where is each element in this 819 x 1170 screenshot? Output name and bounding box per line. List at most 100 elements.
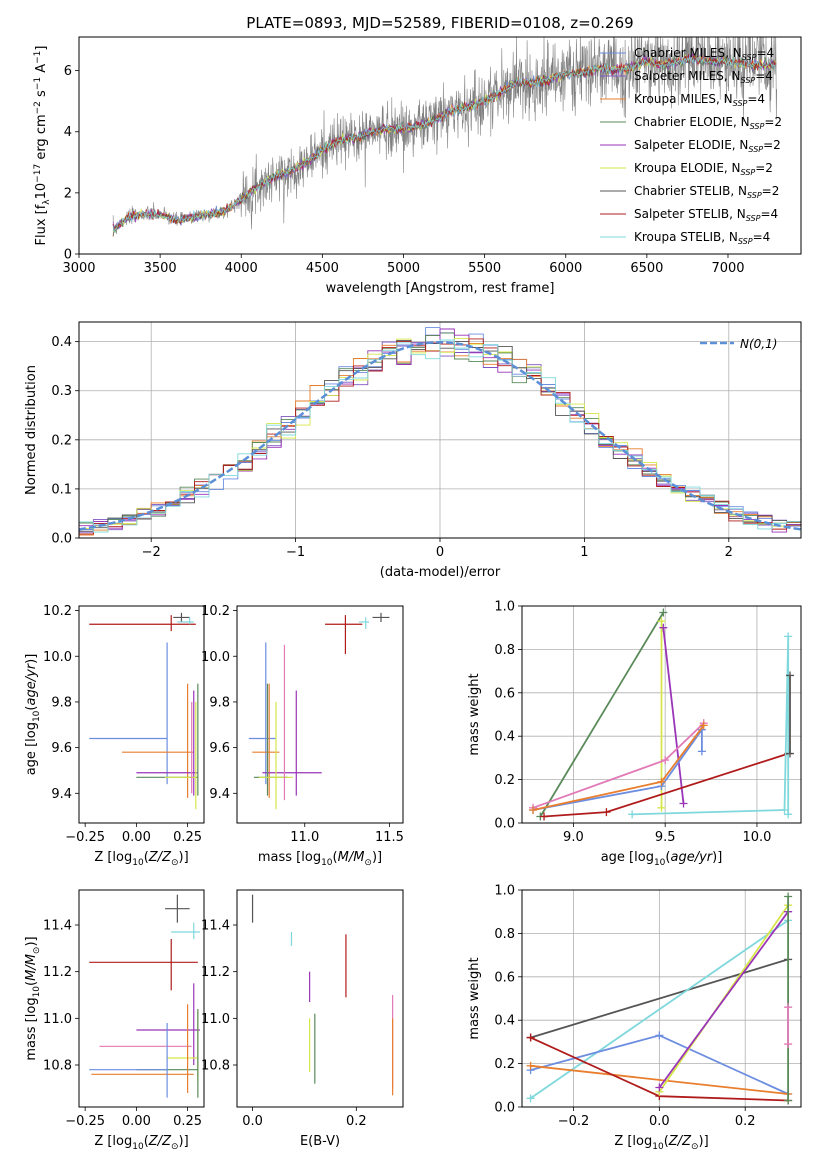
x-tick-label: 0.25 <box>173 830 202 845</box>
weight-line <box>543 752 789 818</box>
legend-label: Kroupa MILES, NSSP=4 <box>634 92 765 108</box>
axes-frame <box>78 36 802 255</box>
y-tick-label: 0.4 <box>494 730 515 745</box>
y-tick-label: 9.8 <box>51 695 72 710</box>
weight-line <box>632 636 790 816</box>
legend-label: Kroupa STELIB, NSSP=4 <box>634 230 770 246</box>
y-tick-label: 6 <box>64 64 72 79</box>
weight-marker <box>785 749 794 758</box>
x-axis-label: Z [log10(Z/Z⊙)] <box>94 1134 188 1152</box>
weight-line <box>530 919 789 1100</box>
x-tick-label: 10.0 <box>742 830 771 845</box>
x-tick-label: 5500 <box>468 261 501 276</box>
y-tick-label: 9.6 <box>51 741 72 756</box>
weight-marker <box>602 808 611 817</box>
y-tick-label: 0.2 <box>494 1057 515 1072</box>
x-axis-label: (data-model)/error <box>380 565 501 580</box>
x-tick-label: 0.2 <box>346 1114 367 1129</box>
axes-frame <box>78 321 802 539</box>
y-tick-label: 1.0 <box>494 600 515 615</box>
weight-marker <box>659 623 668 632</box>
y-tick-label: 10.8 <box>43 1059 72 1074</box>
x-axis-label: Z [log10(Z/Z⊙)] <box>94 850 188 868</box>
x-tick-label: 0.2 <box>735 1114 756 1129</box>
y-tick-label: 11.0 <box>201 1012 230 1027</box>
panel-spectrum: 3000 3500 4000 4500 5000 5500 6000 6500 7000 0 2 4 6… <box>33 36 802 296</box>
panel-weight_vs_Z: −0.2 0.0 0.2 0.0 0.2 0.4 0.6 0.8 1.0 Z [log10(Z/Z… <box>467 884 802 1152</box>
y-tick-label: 0.6 <box>494 970 515 985</box>
x-tick-label: −1 <box>286 545 305 560</box>
weight-line <box>539 612 665 817</box>
weight-marker <box>661 756 670 765</box>
legend-label: Chabrier ELODIE, NSSP=2 <box>634 115 782 131</box>
axes-frame <box>521 605 802 824</box>
axes-frame <box>521 889 802 1108</box>
weight-line <box>658 911 789 1089</box>
legend-label: Kroupa ELODIE, NSSP=2 <box>634 161 773 177</box>
x-tick-label: 6000 <box>549 261 582 276</box>
normal-legend-label: N(0,1) <box>740 337 777 351</box>
axes-frame <box>236 889 404 1108</box>
chart-title: PLATE=0893, MJD=52589, FIBERID=0108, z=0… <box>246 14 633 32</box>
y-tick-label: 9.4 <box>209 787 230 802</box>
residual-histogram <box>79 339 801 538</box>
y-tick-label: 11.4 <box>43 919 72 934</box>
y-tick-label: 0.0 <box>51 532 72 547</box>
weight-marker <box>657 803 666 812</box>
x-axis-label: Z [log10(Z/Z⊙)] <box>614 1134 708 1152</box>
y-axis-label: age [log10(age/yr)] <box>24 654 42 776</box>
weight-line <box>532 724 705 811</box>
x-tick-label: −0.25 <box>65 830 105 845</box>
weight-marker <box>526 1033 535 1042</box>
weight-marker <box>628 810 637 819</box>
weight-marker <box>529 805 538 814</box>
x-tick-label: 1 <box>580 545 588 560</box>
x-tick-label: 0.0 <box>649 1114 670 1129</box>
weight-marker <box>784 1096 793 1105</box>
x-tick-label: 6500 <box>630 261 663 276</box>
x-axis-label: E(B-V) <box>300 1134 340 1149</box>
weight-marker <box>697 747 706 756</box>
weight-marker <box>679 799 688 808</box>
axes-frame <box>78 889 205 1108</box>
spectrum-legend: Chabrier MILES, NSSP=4 Salpeter MILES, NS… <box>600 46 782 246</box>
y-tick-label: 11.2 <box>43 965 72 980</box>
plot-area <box>79 327 801 538</box>
weight-marker <box>784 1040 793 1049</box>
y-tick-label: 9.6 <box>209 741 230 756</box>
legend-label: Salpeter STELIB, NSSP=4 <box>634 207 778 223</box>
weight-marker <box>526 1094 535 1103</box>
panel-mass_vs_EBV: 0.0 0.2 10.8 11.0 11.2 11.4 E(B-V) <box>201 889 404 1149</box>
y-axis-label: Flux [fλ10−17 erg cm−2 s−1 A−1] <box>33 46 52 246</box>
plot-area <box>526 892 793 1105</box>
x-tick-label: 5000 <box>387 261 420 276</box>
y-tick-label: 0.0 <box>494 817 515 832</box>
y-tick-label: 0.2 <box>494 773 515 788</box>
x-tick-label: 3000 <box>62 261 95 276</box>
x-tick-label: 2 <box>725 545 733 560</box>
legend-label: Salpeter MILES, NSSP=4 <box>634 69 773 85</box>
weight-marker <box>655 1031 664 1040</box>
x-axis-label: mass [log10(M/M⊙)] <box>258 850 382 868</box>
y-tick-label: 9.8 <box>209 695 230 710</box>
axes-frame <box>236 605 404 824</box>
y-axis-label: Normed distribution <box>24 365 39 495</box>
y-axis-label: mass [log10(M/M⊙)] <box>24 936 42 1060</box>
plot-area <box>89 894 200 1098</box>
y-tick-label: 0.2 <box>51 433 72 448</box>
y-tick-label: 10.2 <box>201 604 230 619</box>
weight-marker <box>784 892 793 901</box>
weight-marker <box>780 805 789 814</box>
axes-frame <box>78 605 205 824</box>
weight-marker <box>657 617 666 626</box>
weight-line <box>532 726 703 811</box>
panel-mass_vs_Z: −0.25 0.00 0.25 10.8 11.0 11.2 11.4 Z [log10(Z/… <box>24 889 205 1152</box>
y-tick-label: 2 <box>64 186 72 201</box>
weight-line <box>530 958 789 1039</box>
y-tick-label: 0.4 <box>494 1014 515 1029</box>
weight-marker <box>785 671 794 680</box>
weight-line <box>530 1064 789 1095</box>
y-tick-label: 4 <box>64 125 72 140</box>
x-tick-label: 0.0 <box>242 1114 263 1129</box>
